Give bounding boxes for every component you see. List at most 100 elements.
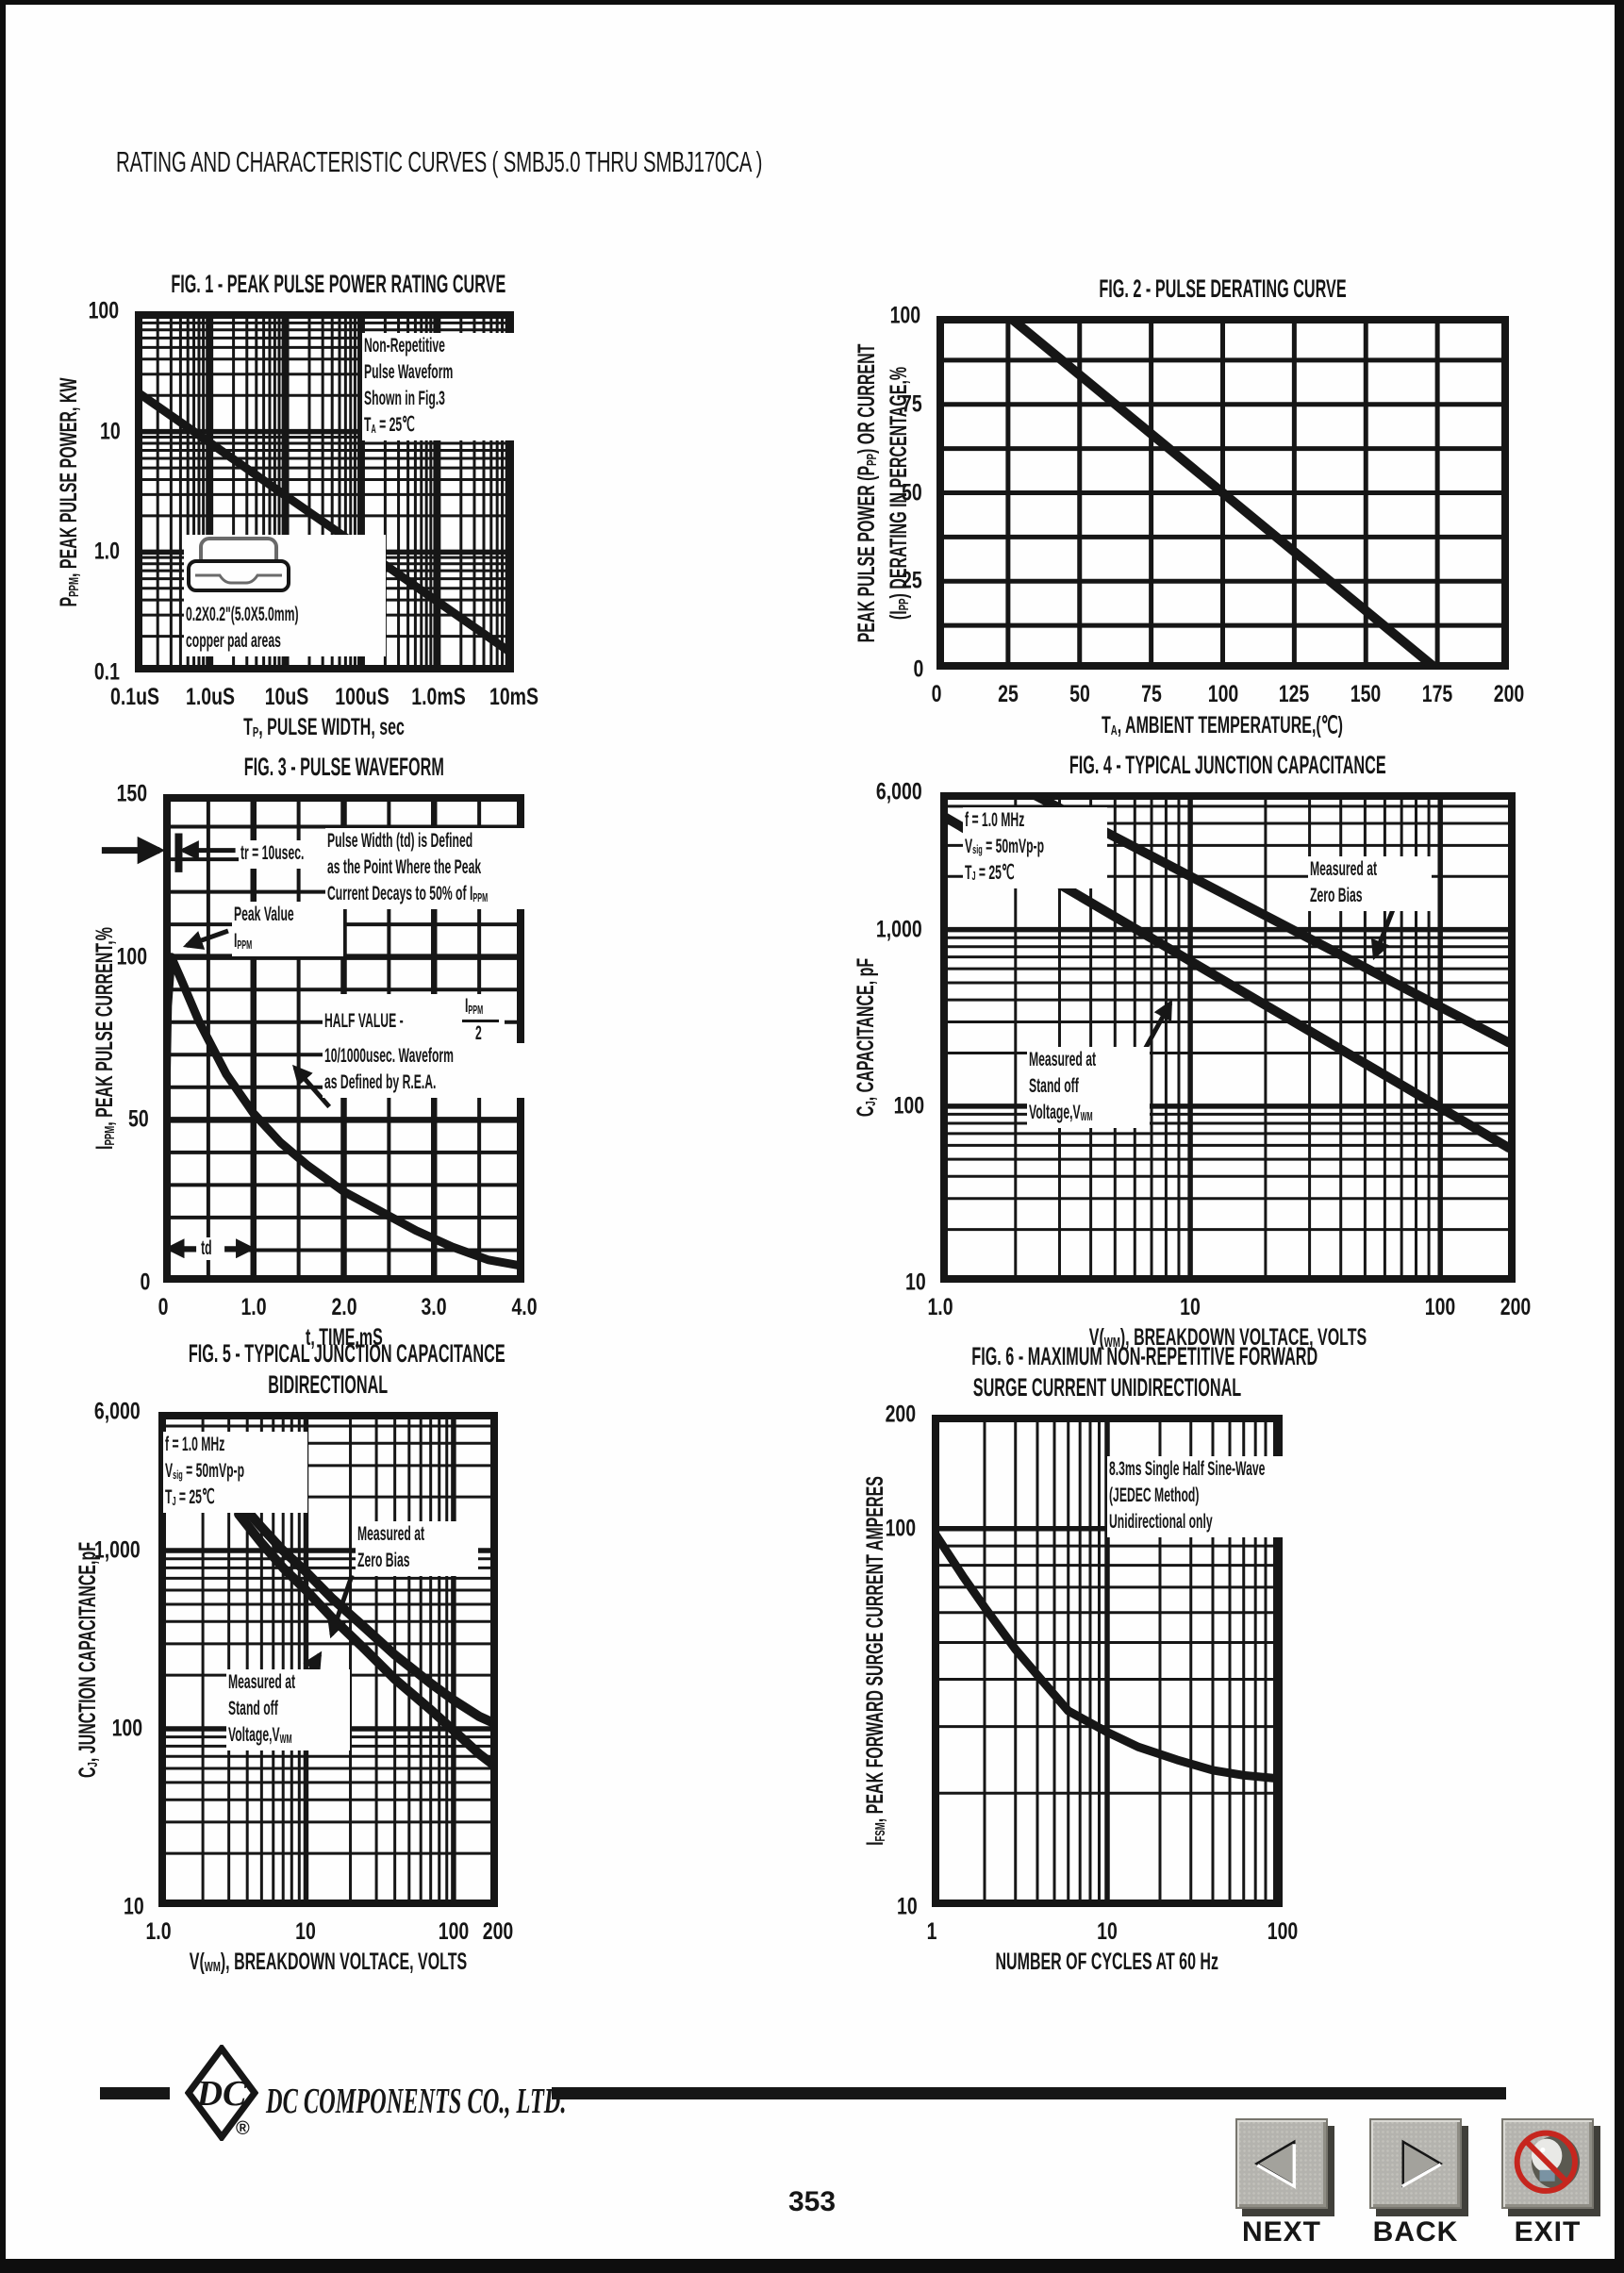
curves (940, 320, 1441, 666)
next-page-button[interactable] (1235, 2118, 1328, 2209)
annotation-layer: 8.3ms Single Half Sine-Wave (JEDEC Method… (932, 1415, 1384, 1907)
plot-frame (135, 311, 514, 672)
text: Measured at (1028, 1049, 1096, 1071)
text: 1.0 (240, 1294, 267, 1320)
curve-zero-bias (234, 1496, 494, 1729)
figure-title-line: FIG. 5 - TYPICAL JUNCTION CAPACITANCE (83, 1340, 573, 1371)
smb-package-drawing (187, 537, 291, 593)
figure-title-line: FIG. 1 - PEAK PULSE POWER RATING CURVE (59, 271, 589, 302)
text: 0 (913, 655, 924, 683)
text: 100 (889, 302, 921, 329)
company-name-text: DC COMPONENTS CO., LTD. (266, 2082, 567, 2121)
y-tick-label: 10 (97, 418, 124, 445)
x-tick-label: 75 (1138, 681, 1165, 708)
text: 100 (116, 943, 148, 971)
annotation-arrow (1370, 904, 1398, 961)
x-tick-label: 1.0 (142, 1918, 175, 1946)
text: PEAK PULSE POWER (PPP) OR CURRENT (853, 343, 881, 642)
exit-button-label: EXIT (1514, 2216, 1582, 2248)
text: 50 (128, 1105, 149, 1133)
curve-zero-bias (1026, 796, 1512, 1048)
annotation-arrow (327, 1574, 355, 1639)
text: 8.3ms Single Half Sine-Wave (1109, 1458, 1266, 1481)
figure-title-line: SURGE CURRENT UNIDIRECTIONAL (856, 1374, 1358, 1405)
text: 125 (1279, 681, 1310, 707)
annotation-layer: f = 1.0 MHz Vsig = 50mVp-p TJ = 25℃ Measure… (940, 792, 1516, 1283)
triangle-right-icon (1401, 2139, 1444, 2188)
back-page-button[interactable] (1369, 2118, 1462, 2209)
text: Peak Value (233, 903, 294, 925)
x-tick-label: 1.0 (924, 1294, 957, 1321)
x-tick-label: 175 (1417, 681, 1457, 708)
text: TA, AMBIENT TEMPERATURE,(℃) (1102, 712, 1344, 739)
text: 100 (885, 1515, 917, 1542)
text: FIG. 1 - PEAK PULSE POWER RATING CURVE (171, 270, 506, 298)
text: 10 (897, 1893, 918, 1920)
text: Measured at (1310, 857, 1378, 880)
x-axis-label: V(WM), BREAKDOWN VOLTACE, VOLTS (92, 1949, 564, 1976)
y-tick-label: 100 (112, 943, 152, 971)
y-tick-label: 1,000 (870, 916, 929, 943)
x-tick-label: 1.0mS (404, 684, 473, 711)
text: CJ, CAPACITANCE, pF (853, 957, 880, 1118)
text: 1.0 (145, 1918, 172, 1945)
text: 100 (893, 1092, 925, 1120)
dc-components-logo: DC (185, 2045, 258, 2141)
x-tick-label: 100 (1263, 1918, 1302, 1946)
text: 25 (902, 567, 922, 594)
y-tick-label: 10 (903, 1269, 929, 1297)
text: 100 (88, 297, 120, 324)
x-tick-label: 4.0 (508, 1294, 541, 1321)
figure-title-line: FIG. 6 - MAXIMUM NON-REPETITIVE FORWARD (856, 1343, 1358, 1374)
annotation-arrow (182, 928, 229, 950)
annotation-text: Measured at Stand off Voltage,VWM (1026, 1047, 1151, 1129)
x-tick-label: 10 (1094, 1918, 1120, 1946)
y-tick-label: 100 (886, 303, 925, 330)
annotation-text: Non-Repetitive Pulse Waveform Shown in Fig… (362, 332, 523, 440)
text: 75 (1140, 681, 1162, 707)
figure-title-line: FIG. 4 - TYPICAL JUNCTION CAPACITANCE (865, 752, 1591, 783)
y-axis-label-text: CJ, CAPACITANCE, pF (852, 914, 884, 1162)
page-title-text: RATING AND CHARACTERISTIC CURVES ( SMBJ5… (116, 145, 763, 178)
y-axis-label-text: IPPM, PEAK PULSE CURRENT,% (91, 865, 123, 1213)
figure-4-junction-capacitance: FIG. 4 - TYPICAL JUNCTION CAPACITANCE CJ,… (853, 752, 1531, 1351)
figure-title-line: FIG. 2 - PULSE DERATING CURVE (861, 275, 1584, 307)
x-tick-label: 200 (1496, 1294, 1535, 1321)
text: 4.0 (511, 1294, 538, 1320)
company-name: DC COMPONENTS CO., LTD. (266, 2081, 736, 2122)
text: Voltage,VWM (228, 1724, 292, 1746)
text: 175 (1421, 681, 1453, 707)
x-axis-label: TA, AMBIENT TEMPERATURE,(℃) (870, 711, 1575, 739)
curves (234, 1496, 494, 1772)
text: 0.1uS (109, 684, 160, 710)
curve-derating (940, 320, 1441, 666)
annotation-text: Peak Value IPPM (231, 901, 343, 956)
text: as Defined by R.E.A. (323, 1071, 436, 1094)
annotation-text: f = 1.0 MHz Vsig = 50mVp-p TJ = 25℃ (963, 806, 1108, 888)
figure-6-surge-current: FIG. 6 - MAXIMUM NON-REPETITIVE FORWARD S… (862, 1343, 1384, 1975)
text: 0.2X0.2"(5.0X5.0mm) (186, 604, 299, 626)
y-tick-label: 75 (899, 390, 925, 418)
figure-2-pulse-derating: FIG. 2 - PULSE DERATING CURVE PEAK PULSE … (853, 275, 1524, 738)
text: Measured at (228, 1671, 296, 1693)
text: Current Decays to 50% of IPPM (327, 883, 489, 905)
figure-title: FIG. 1 - PEAK PULSE POWER RATING CURVE (59, 271, 589, 302)
text: 10 (1097, 1918, 1118, 1945)
figure-title: FIG. 2 - PULSE DERATING CURVE (861, 275, 1584, 307)
plot-frame (936, 316, 1509, 670)
text: 1.0uS (186, 684, 236, 710)
text: f = 1.0 MHz (165, 1434, 225, 1455)
x-tick-label: 150 (1346, 681, 1385, 708)
registered-trademark-icon: ® (236, 2118, 250, 2139)
y-tick-label: 100 (108, 1716, 147, 1743)
no-entry-bulb-icon (1514, 2130, 1581, 2194)
text: 100 (1267, 1918, 1299, 1945)
text: 10uS (264, 684, 309, 710)
text: 150 (1350, 681, 1382, 707)
plot-frame (940, 792, 1516, 1283)
x-axis-label: TP, PULSE WIDTH, sec (69, 714, 580, 741)
exit-button[interactable] (1501, 2118, 1594, 2209)
text: Vsig = 50mVp-p (165, 1460, 245, 1482)
y-tick-label: 0.1 (91, 659, 124, 687)
x-tick-label: 1.0 (237, 1294, 270, 1321)
